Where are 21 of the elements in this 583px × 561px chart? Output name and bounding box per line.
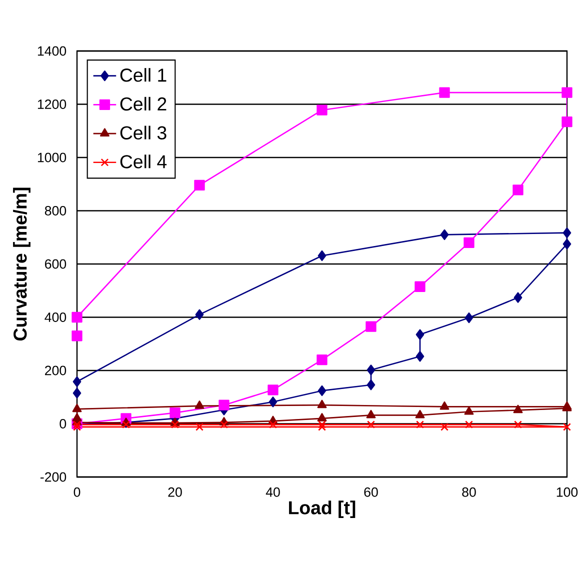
y-tick-label: 400 [44, 312, 66, 322]
x-tick-label: 40 [266, 487, 280, 497]
x-tick-label: 60 [364, 487, 378, 497]
legend-label: Cell 1 [120, 68, 166, 82]
x-tick-label: 20 [168, 487, 182, 497]
legend-label: Cell 4 [120, 154, 167, 168]
y-tick-label: 1400 [38, 46, 66, 56]
legend-label: Cell 3 [120, 126, 166, 140]
x-axis-title: Load [t] [289, 500, 356, 518]
legend-label: Cell 2 [120, 96, 166, 111]
y-tick-label: -200 [40, 472, 66, 482]
x-tick-label: 80 [462, 487, 476, 497]
y-tick-label: 1200 [38, 100, 66, 109]
y-tick-label: 800 [44, 206, 66, 216]
y-tick-label: 600 [45, 259, 66, 269]
y-tick-label: 200 [45, 366, 66, 376]
x-tick-label: 0 [74, 487, 80, 497]
y-tick-label: 1000 [38, 152, 66, 162]
y-tick-label: 0 [60, 419, 66, 428]
x-tick-label: 100 [556, 487, 578, 497]
y-axis-title: Curvature [me/m] [13, 188, 30, 340]
